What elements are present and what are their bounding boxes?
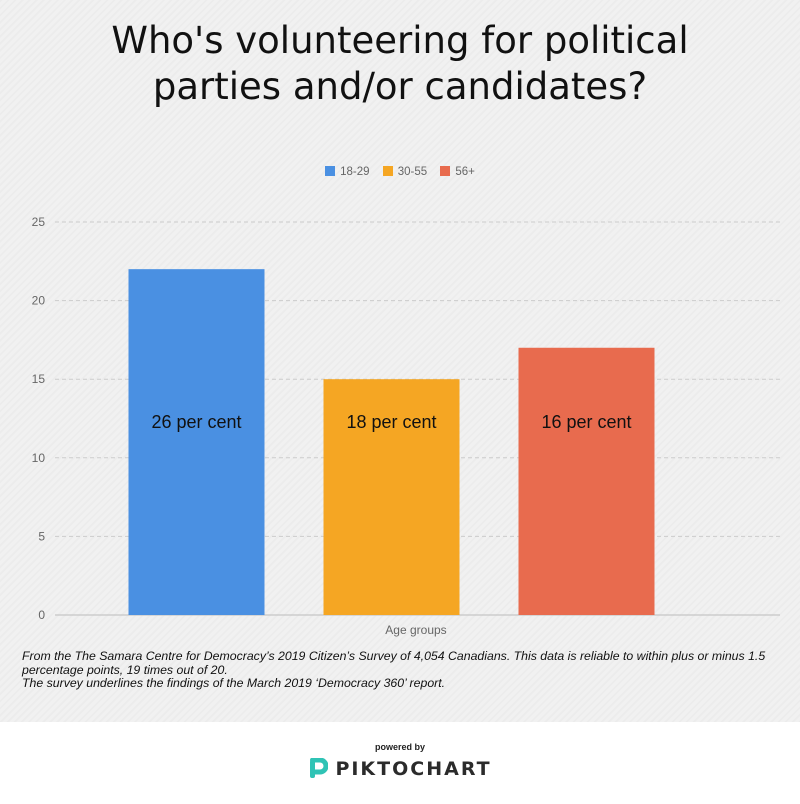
legend-item-56-plus[interactable]: 56+ <box>440 166 475 178</box>
y-tick-label: 0 <box>38 608 45 622</box>
piktochart-logo-icon <box>310 758 329 778</box>
y-tick-label: 15 <box>32 372 46 386</box>
y-tick-label: 10 <box>32 451 46 465</box>
footnote: From the The Samara Centre for Democracy… <box>22 649 782 691</box>
chart-title: Who's volunteering for political parties… <box>111 19 689 108</box>
infographic: Who's volunteering for political parties… <box>0 0 800 722</box>
bar-chart: 0 5 10 15 20 25 26 per cent 18 per cent 16 per … <box>32 215 780 637</box>
bars: 26 per cent 18 per cent 16 per cent <box>128 269 655 615</box>
legend-label: 30-55 <box>397 166 428 178</box>
y-tick-label: 5 <box>38 529 45 543</box>
legend: 18-29 30-55 56+ <box>0 166 800 178</box>
legend-swatch <box>382 166 393 176</box>
footnote-line-1: From the The Samara Centre for Democracy… <box>22 649 766 677</box>
bar-18-29[interactable] <box>128 269 265 615</box>
legend-swatch <box>325 166 336 176</box>
legend-item-30-55[interactable]: 30-55 <box>382 166 428 178</box>
x-axis-label: Age groups <box>385 623 446 637</box>
y-tick-label: 25 <box>32 215 46 229</box>
footer: powered by PIKTOCHART <box>0 722 800 804</box>
bar-data-label: 18 per cent <box>346 412 436 432</box>
bar-data-label: 16 per cent <box>541 412 631 432</box>
piktochart-link[interactable]: PIKTOCHART <box>0 758 800 780</box>
bar-data-label: 26 per cent <box>151 412 241 432</box>
y-tick-label: 20 <box>32 294 46 308</box>
piktochart-wordmark: PIKTOCHART <box>335 758 492 780</box>
legend-item-18-29[interactable]: 18-29 <box>325 166 370 178</box>
footnote-line-2: The survey underlines the findings of th… <box>22 676 446 690</box>
legend-label: 18-29 <box>340 166 370 178</box>
bar-30-55[interactable] <box>323 379 460 615</box>
powered-by-label: powered by <box>374 742 425 752</box>
legend-label: 56+ <box>455 166 475 178</box>
y-axis-ticks: 0 5 10 15 20 25 <box>32 215 46 622</box>
bar-56-plus[interactable] <box>518 347 655 615</box>
legend-swatch <box>440 166 451 176</box>
